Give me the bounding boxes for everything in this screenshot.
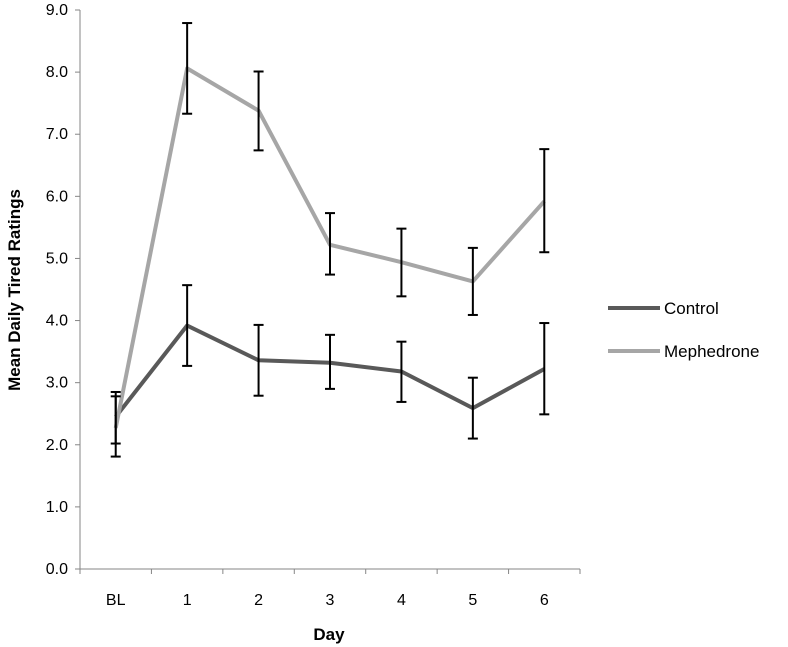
legend-label-mephedrone: Mephedrone [664, 342, 759, 361]
x-tick-label: 1 [183, 592, 192, 609]
error-bar [325, 333, 335, 390]
error-bar [253, 323, 264, 397]
error-bar-layer [110, 22, 550, 458]
error-bar [325, 212, 335, 276]
error-bar [110, 395, 121, 458]
y-tick-label: 4.0 [46, 313, 68, 330]
error-bar [467, 376, 478, 440]
error-bar [182, 284, 193, 367]
y-tick-label: 1.0 [46, 499, 68, 516]
x-tick-label: BL [106, 592, 126, 609]
y-tick-label: 7.0 [46, 126, 68, 143]
error-bar [396, 227, 407, 298]
error-bar [539, 148, 550, 254]
error-bar [396, 340, 407, 403]
x-tick-label: 3 [326, 592, 335, 609]
error-bar [253, 70, 264, 152]
y-tick-label: 9.0 [46, 2, 68, 19]
x-tick-label: 2 [254, 592, 263, 609]
y-axis-title: Mean Daily Tired Ratings [5, 189, 24, 391]
x-tick-label: 6 [540, 592, 549, 609]
axes: 0.0 1.0 2.0 3.0 4.0 5.0 6.0 7.0 8.0 9.0 BL 1 2 3 4 5 6 [46, 2, 581, 609]
y-tick-label: 3.0 [46, 375, 68, 392]
legend-label-control: Control [664, 299, 719, 318]
y-tick-label: 8.0 [46, 64, 68, 81]
error-bar [539, 322, 550, 416]
x-tick-label: 4 [397, 592, 406, 609]
x-axis-title: Day [313, 625, 345, 644]
y-tick-label: 0.0 [46, 561, 68, 578]
x-tick-label: 5 [468, 592, 477, 609]
y-tick-label: 5.0 [46, 250, 68, 267]
legend: Control Mephedrone [608, 299, 759, 361]
y-tick-label: 6.0 [46, 188, 68, 205]
error-bar [467, 246, 478, 316]
y-tick-label: 2.0 [46, 437, 68, 454]
error-bar [182, 22, 193, 115]
